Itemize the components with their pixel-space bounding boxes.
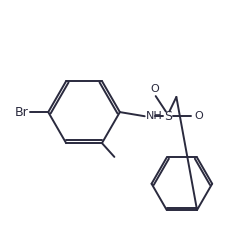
Text: S: S bbox=[164, 110, 172, 123]
Text: O: O bbox=[150, 84, 159, 94]
Text: NH: NH bbox=[146, 111, 163, 121]
Text: Br: Br bbox=[15, 106, 29, 119]
Text: O: O bbox=[194, 111, 203, 121]
